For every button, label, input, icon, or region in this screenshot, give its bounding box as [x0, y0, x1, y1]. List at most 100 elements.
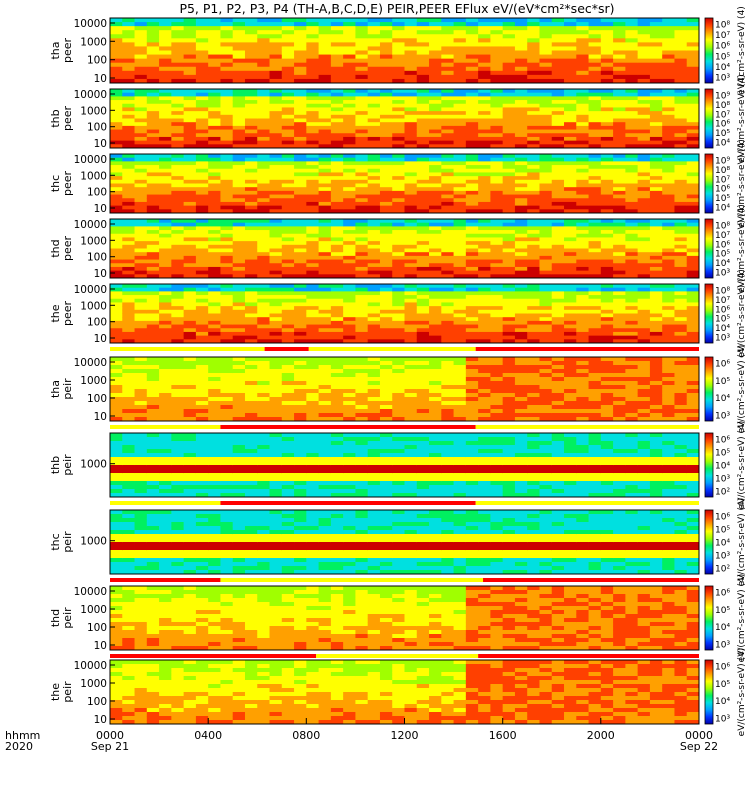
- spectrogram-cell: [147, 165, 160, 169]
- spectrogram-cell: [662, 93, 675, 97]
- spectrogram-cell: [515, 38, 528, 42]
- spectrogram-cell: [650, 241, 663, 245]
- spectrogram-cell: [454, 260, 467, 264]
- spectrogram-cell: [539, 119, 552, 123]
- spectrogram-cell: [135, 271, 148, 275]
- spectrogram-cell: [625, 115, 638, 119]
- spectrogram-cell: [171, 51, 184, 55]
- spectrogram-the-peer: [110, 284, 699, 343]
- spectrogram-cell: [441, 288, 454, 292]
- spectrogram-cell: [650, 180, 663, 184]
- spectrogram-cell: [110, 477, 123, 481]
- spectrogram-cell: [650, 237, 663, 241]
- spectrogram-cell: [147, 130, 160, 134]
- spectrogram-cell: [343, 30, 356, 34]
- spectrogram-cell: [135, 441, 148, 445]
- spectrogram-cell: [613, 187, 626, 191]
- spectrogram-cell: [368, 409, 381, 413]
- spectrogram-cell: [527, 260, 540, 264]
- spectrogram-cell: [552, 328, 565, 332]
- spectrogram-cell: [368, 328, 381, 332]
- spectrogram-cell: [490, 385, 503, 389]
- spectrogram-cell: [454, 325, 467, 329]
- spectrogram-cell: [233, 328, 246, 332]
- spectrogram-cell: [171, 336, 184, 340]
- spectrogram-cell: [601, 75, 614, 79]
- spectrogram-cell: [478, 389, 491, 393]
- spectrogram-cell: [343, 397, 356, 401]
- spectrogram-cell: [270, 107, 283, 111]
- spectrogram-cell: [343, 130, 356, 134]
- spectrogram-cell: [552, 176, 565, 180]
- spectrogram-cell: [466, 317, 479, 321]
- spectrogram-cell: [294, 198, 307, 202]
- spectrogram-cell: [319, 328, 332, 332]
- spectrogram-cell: [220, 299, 233, 303]
- spectrogram-cell: [147, 59, 160, 63]
- spectrogram-cell: [306, 22, 319, 26]
- spectrogram-cell: [687, 46, 700, 50]
- spectrogram-cell: [122, 42, 135, 46]
- spectrogram-cell: [589, 30, 602, 34]
- spectrogram-cell: [233, 104, 246, 108]
- colorbar: [705, 219, 713, 278]
- spectrogram-cell: [650, 267, 663, 271]
- spectrogram-cell: [650, 325, 663, 329]
- spectrogram-cell: [319, 271, 332, 275]
- spectrogram-cell: [368, 133, 381, 137]
- spectrogram-cell: [441, 100, 454, 104]
- spectrogram-cell: [270, 165, 283, 169]
- spectrogram-cell: [196, 461, 209, 465]
- spectrogram-cell: [184, 30, 197, 34]
- spectrogram-cell: [319, 71, 332, 75]
- spectrogram-cell: [343, 202, 356, 206]
- spectrogram-cell: [282, 241, 295, 245]
- spectrogram-cell: [110, 373, 123, 377]
- spectrogram-cell: [625, 71, 638, 75]
- spectrogram-cell: [343, 100, 356, 104]
- spectrogram-cell: [306, 122, 319, 126]
- spectrogram-cell: [576, 42, 589, 46]
- spectrogram-cell: [576, 288, 589, 292]
- spectrogram-cell: [135, 219, 148, 223]
- spectrogram-cell: [355, 26, 368, 30]
- spectrogram-cell: [184, 195, 197, 199]
- spectrogram-cell: [294, 413, 307, 417]
- spectrogram-cell: [135, 252, 148, 256]
- spectrogram-cell: [368, 271, 381, 275]
- spectrogram-cell: [319, 325, 332, 329]
- spectrogram-cell: [319, 409, 332, 413]
- spectrogram-cell: [613, 141, 626, 145]
- spectrogram-cell: [208, 288, 221, 292]
- spectrogram-cell: [233, 234, 246, 238]
- spectrogram-cell: [331, 104, 344, 108]
- spectrogram-cell: [319, 393, 332, 397]
- spectrogram-cell: [245, 71, 258, 75]
- spectrogram-cell: [478, 154, 491, 158]
- spectrogram-cell: [552, 252, 565, 256]
- spectrogram-cell: [417, 122, 430, 126]
- spectrogram-cell: [208, 369, 221, 373]
- spectrogram-cell: [159, 252, 172, 256]
- spectrogram-cell: [589, 111, 602, 115]
- spectrogram-cell: [417, 295, 430, 299]
- spectrogram-cell: [429, 295, 442, 299]
- spectrogram-cell: [527, 369, 540, 373]
- spectrogram-cell: [135, 328, 148, 332]
- spectrogram-cell: [503, 161, 516, 165]
- spectrogram-cell: [343, 176, 356, 180]
- spectrogram-cell: [515, 122, 528, 126]
- spectrogram-cell: [601, 377, 614, 381]
- spectrogram-cell: [208, 46, 221, 50]
- spectrogram-cell: [368, 202, 381, 206]
- spectrogram-cell: [196, 449, 209, 453]
- spectrogram-cell: [220, 357, 233, 361]
- spectrogram-cell: [331, 405, 344, 409]
- spectrogram-cell: [392, 302, 405, 306]
- spectrogram-cell: [454, 104, 467, 108]
- spectrogram-cell: [319, 310, 332, 314]
- spectrogram-cell: [674, 260, 687, 264]
- spectrogram-cell: [589, 169, 602, 173]
- spectrogram-cell: [159, 93, 172, 97]
- spectrogram-cell: [355, 226, 368, 230]
